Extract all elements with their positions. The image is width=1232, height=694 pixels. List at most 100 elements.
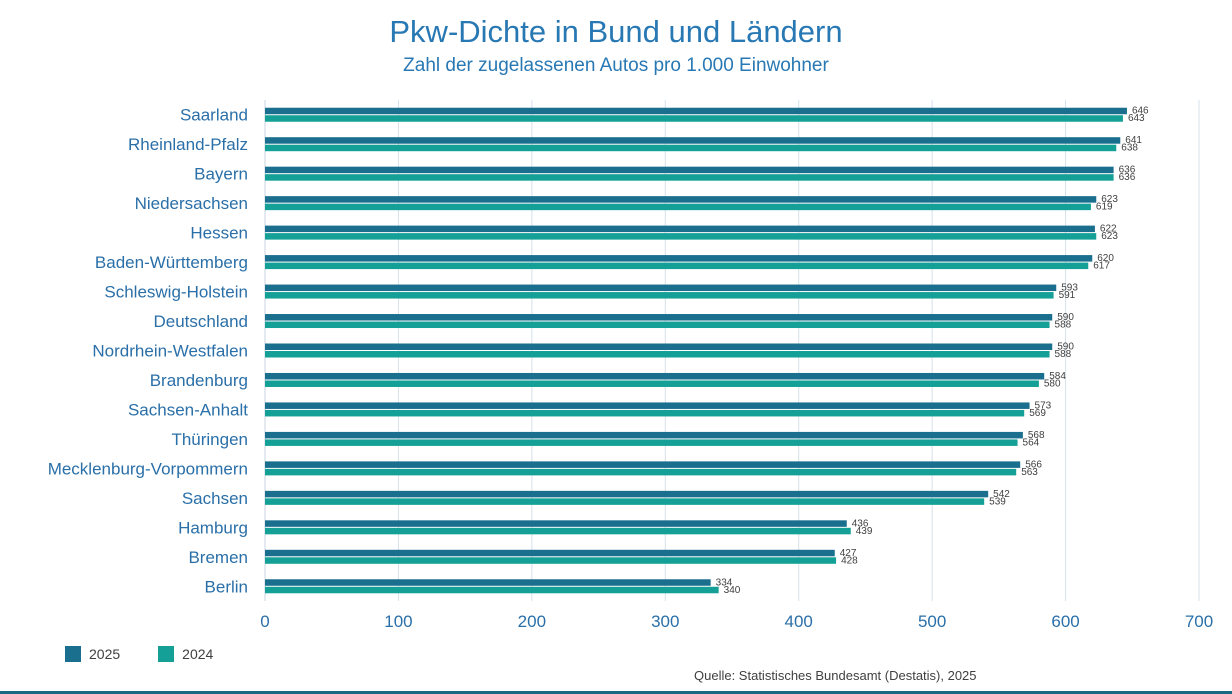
x-tick-label: 0 bbox=[260, 612, 269, 631]
category-label: Bayern bbox=[194, 165, 248, 184]
bar-2024 bbox=[265, 144, 1117, 152]
value-label-2024: 539 bbox=[989, 496, 1006, 507]
bar-2025 bbox=[265, 225, 1095, 233]
value-label-2025: 584 bbox=[1049, 371, 1066, 382]
bar-2025 bbox=[265, 284, 1057, 292]
value-label-2025: 542 bbox=[993, 489, 1010, 500]
value-label-2024: 569 bbox=[1029, 408, 1046, 419]
bar-2024 bbox=[265, 557, 837, 564]
bar-2024 bbox=[265, 115, 1123, 122]
value-label-2024: 623 bbox=[1101, 231, 1118, 242]
value-label-2025: 641 bbox=[1125, 135, 1142, 146]
value-label-2024: 638 bbox=[1121, 143, 1138, 154]
bar-2025 bbox=[265, 372, 1045, 380]
chart-subtitle: Zahl der zugelassenen Autos pro 1.000 Ei… bbox=[403, 55, 829, 76]
bar-2024 bbox=[265, 262, 1089, 270]
bar-2025 bbox=[265, 431, 1023, 439]
category-label: Nordrhein-Westfalen bbox=[92, 342, 248, 361]
category-label: Hamburg bbox=[178, 518, 248, 537]
category-label: Baden-Württemberg bbox=[95, 253, 248, 272]
bar-2025 bbox=[265, 314, 1053, 321]
bar-2024 bbox=[265, 380, 1039, 387]
value-label-2024: 588 bbox=[1055, 349, 1072, 360]
category-label: Berlin bbox=[205, 577, 248, 596]
value-label-2025: 427 bbox=[840, 548, 857, 559]
bar-2025 bbox=[265, 107, 1127, 115]
value-label-2024: 636 bbox=[1119, 172, 1136, 183]
value-label-2025: 636 bbox=[1119, 165, 1136, 176]
x-tick-label: 600 bbox=[1051, 612, 1079, 631]
value-label-2025: 623 bbox=[1101, 194, 1118, 205]
bar-2025 bbox=[265, 137, 1121, 144]
value-label-2025: 646 bbox=[1132, 106, 1149, 117]
value-label-2025: 436 bbox=[852, 518, 869, 529]
x-tick-label: 100 bbox=[384, 612, 412, 631]
value-label-2024: 564 bbox=[1023, 437, 1040, 448]
value-label-2025: 573 bbox=[1035, 400, 1052, 411]
legend-label-2025: 2025 bbox=[89, 646, 121, 662]
bar-2024 bbox=[265, 233, 1097, 240]
bar-2024 bbox=[265, 586, 719, 594]
category-label: Brandenburg bbox=[150, 371, 248, 390]
value-label-2025: 593 bbox=[1061, 283, 1078, 294]
chart-title: Pkw-Dichte in Bund und Ländern bbox=[389, 14, 843, 49]
bar-2024 bbox=[265, 174, 1114, 181]
bar-2025 bbox=[265, 461, 1021, 468]
source-note: Quelle: Statistisches Bundesamt (Destati… bbox=[694, 668, 977, 683]
value-label-2025: 590 bbox=[1057, 342, 1074, 353]
category-label: Schleswig-Holstein bbox=[104, 283, 248, 302]
value-label-2024: 591 bbox=[1059, 290, 1076, 301]
value-label-2025: 566 bbox=[1025, 459, 1042, 470]
category-label: Deutschland bbox=[153, 312, 248, 331]
category-label: Sachsen-Anhalt bbox=[128, 400, 248, 419]
legend-label-2024: 2024 bbox=[182, 646, 214, 662]
value-label-2024: 643 bbox=[1128, 113, 1145, 124]
bar-2025 bbox=[265, 343, 1053, 350]
value-label-2024: 588 bbox=[1055, 320, 1072, 331]
value-label-2025: 590 bbox=[1057, 312, 1074, 323]
x-tick-label: 200 bbox=[518, 612, 546, 631]
bar-2025 bbox=[265, 196, 1097, 203]
bar-2024 bbox=[265, 292, 1054, 299]
value-label-2025: 568 bbox=[1028, 430, 1045, 441]
value-label-2025: 334 bbox=[716, 577, 733, 588]
value-label-2025: 622 bbox=[1100, 224, 1117, 235]
bar-2025 bbox=[265, 490, 989, 498]
x-tick-label: 500 bbox=[918, 612, 946, 631]
bar-2025 bbox=[265, 549, 835, 557]
bar-2024 bbox=[265, 468, 1017, 476]
value-label-2024: 428 bbox=[841, 555, 858, 566]
x-tick-label: 300 bbox=[651, 612, 679, 631]
category-label: Thüringen bbox=[171, 430, 248, 449]
value-label-2024: 580 bbox=[1044, 378, 1061, 389]
value-label-2024: 619 bbox=[1096, 202, 1113, 213]
bar-2024 bbox=[265, 321, 1050, 329]
category-label: Mecklenburg-Vorpommern bbox=[48, 459, 248, 478]
legend-item-2025: 2025 bbox=[65, 646, 120, 662]
bar-2024 bbox=[265, 409, 1025, 417]
value-label-2024: 439 bbox=[856, 526, 873, 537]
bar-2024 bbox=[265, 439, 1018, 446]
value-label-2024: 617 bbox=[1093, 261, 1110, 272]
bar-2025 bbox=[265, 402, 1030, 409]
bar-2024 bbox=[265, 527, 851, 535]
bar-2024 bbox=[265, 498, 985, 505]
bar-2025 bbox=[265, 255, 1093, 262]
bar-2025 bbox=[265, 520, 847, 527]
category-label: Rheinland-Pfalz bbox=[128, 135, 248, 154]
bar-2024 bbox=[265, 351, 1050, 358]
category-label: Bremen bbox=[188, 548, 248, 567]
category-label: Niedersachsen bbox=[135, 194, 248, 213]
category-label: Saarland bbox=[180, 106, 248, 125]
bar-2024 bbox=[265, 203, 1091, 211]
value-label-2024: 563 bbox=[1021, 467, 1038, 478]
category-label: Hessen bbox=[190, 224, 248, 243]
legend-item-2024: 2024 bbox=[158, 646, 213, 662]
value-label-2025: 620 bbox=[1097, 253, 1114, 264]
value-label-2024: 340 bbox=[724, 585, 741, 596]
legend-swatch-2024 bbox=[158, 646, 175, 662]
bar-2025 bbox=[265, 579, 711, 586]
category-label: Sachsen bbox=[182, 489, 248, 508]
